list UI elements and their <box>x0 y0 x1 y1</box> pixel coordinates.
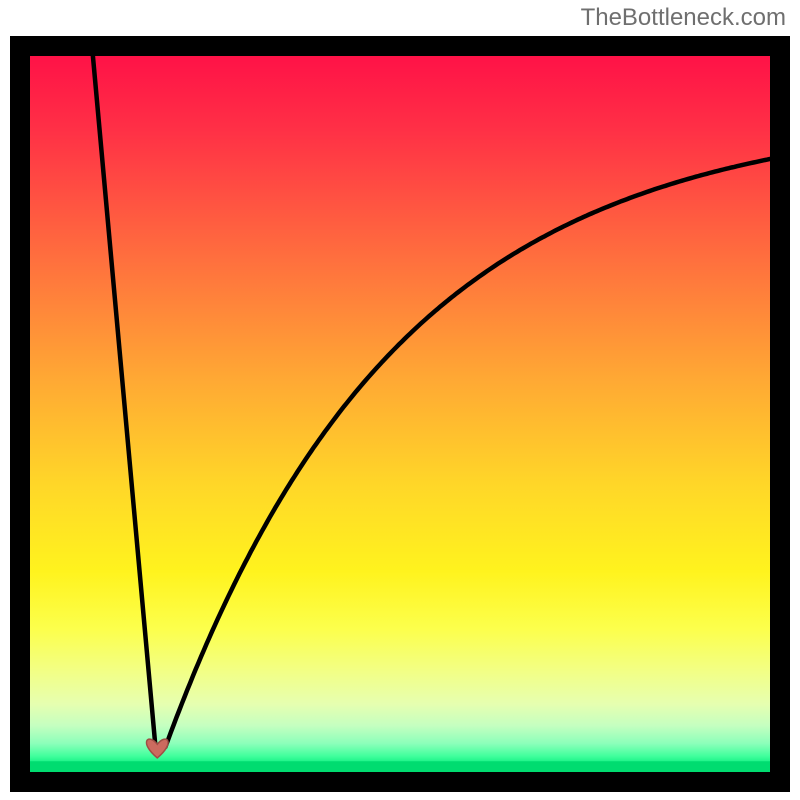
chart-container: TheBottleneck.com <box>0 0 800 800</box>
plot-area <box>30 56 770 772</box>
watermark-text: TheBottleneck.com <box>581 4 786 32</box>
curve-overlay <box>30 56 770 772</box>
